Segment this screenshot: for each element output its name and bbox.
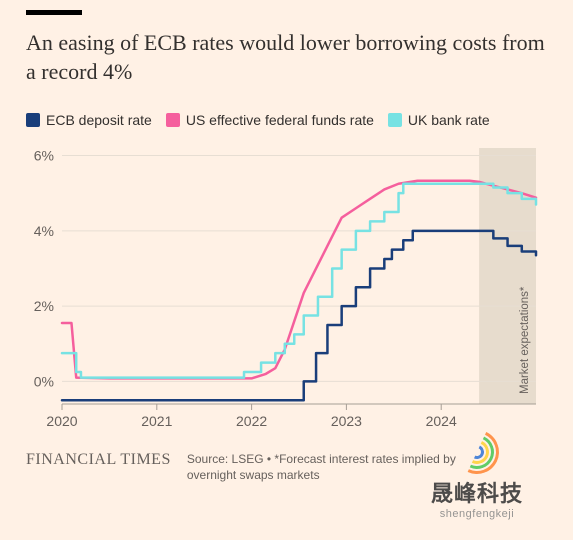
legend-label: ECB deposit rate xyxy=(46,112,152,128)
source-note: Source: LSEG • *Forecast interest rates … xyxy=(187,451,507,483)
svg-text:2022: 2022 xyxy=(236,413,267,429)
brand-label: FINANCIAL TIMES xyxy=(26,451,171,469)
kicker-bar xyxy=(26,10,82,15)
legend-label: UK bank rate xyxy=(408,112,490,128)
legend-label: US effective federal funds rate xyxy=(186,112,374,128)
svg-text:2024: 2024 xyxy=(426,413,457,429)
svg-text:2020: 2020 xyxy=(46,413,77,429)
legend-swatch xyxy=(388,113,402,127)
legend-item: ECB deposit rate xyxy=(26,112,152,128)
legend: ECB deposit rate US effective federal fun… xyxy=(26,112,547,128)
watermark-pinyin: shengfengkeji xyxy=(431,508,523,520)
legend-item: US effective federal funds rate xyxy=(166,112,374,128)
rates-chart: 0% 2% 4% 6% 2020 2021 2022 2023 2024 Market expec… xyxy=(26,142,547,437)
svg-text:2023: 2023 xyxy=(331,413,362,429)
svg-text:Market expectations*: Market expectations* xyxy=(519,286,531,394)
legend-item: UK bank rate xyxy=(388,112,490,128)
chart-title: An easing of ECB rates would lower borro… xyxy=(26,29,547,86)
svg-text:4%: 4% xyxy=(34,223,54,239)
svg-text:2%: 2% xyxy=(34,298,54,314)
legend-swatch xyxy=(26,113,40,127)
svg-text:0%: 0% xyxy=(34,374,54,390)
svg-text:6%: 6% xyxy=(34,148,54,164)
legend-swatch xyxy=(166,113,180,127)
svg-text:2021: 2021 xyxy=(141,413,172,429)
